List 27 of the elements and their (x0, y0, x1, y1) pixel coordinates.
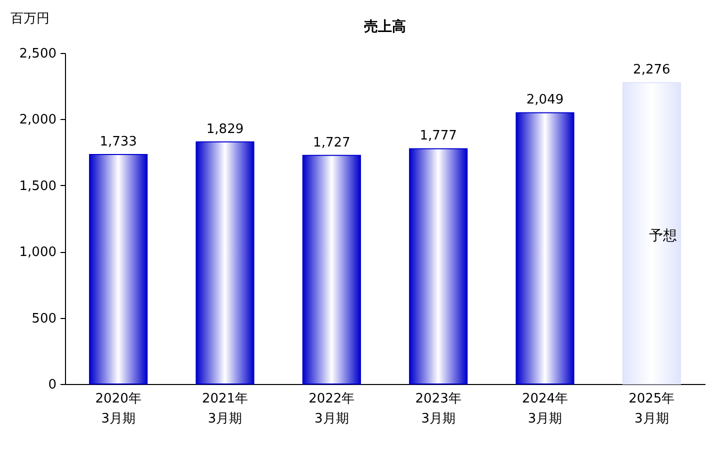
y-tick-label: 1,000 (19, 245, 56, 260)
data-label: 1,733 (100, 134, 137, 150)
data-label: 2,276 (633, 62, 670, 78)
annotation: 予想 (649, 228, 677, 244)
x-tick-label: 2025年 3月期 (628, 392, 675, 426)
y-axis-title: 百万円 (10, 12, 50, 26)
y-tick-label: 2,000 (19, 112, 56, 128)
bar (516, 112, 574, 384)
chart-title: 売上高 (364, 18, 406, 35)
data-label: 1,829 (206, 122, 244, 137)
bar (622, 82, 681, 384)
data-label: 1,777 (420, 128, 457, 144)
x-tick-label: 2020年 3月期 (95, 392, 142, 426)
data-label: 2,049 (526, 92, 564, 108)
bar (409, 148, 468, 384)
x-tick-label: 2021年 3月期 (202, 392, 248, 426)
bar (196, 141, 254, 384)
y-tick-label: 2,500 (19, 46, 56, 62)
y-tick-label: 1,500 (19, 178, 56, 194)
y-tick-label: 0 (48, 378, 56, 392)
bar (302, 154, 361, 384)
x-tick-label: 2024年 3月期 (522, 392, 568, 426)
bar (89, 154, 148, 384)
y-tick-label: 500 (32, 311, 56, 326)
x-tick-label: 2023年 3月期 (415, 392, 462, 426)
data-label: 1,727 (313, 135, 350, 150)
x-tick-label: 2022年 3月期 (308, 392, 355, 426)
